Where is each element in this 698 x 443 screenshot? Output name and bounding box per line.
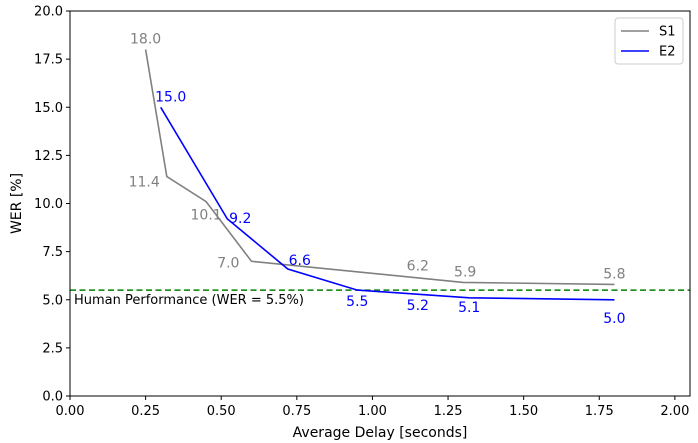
data-label-e2: 5.0 [603,311,625,327]
x-tick-label: 0.00 [56,404,85,419]
legend-box [614,17,684,65]
human-performance-label: Human Performance (WER = 5.5%) [74,293,304,308]
series-line-s1 [144,49,615,286]
y-axis-label: WER [%] [9,173,25,234]
y-tick-label: 2.5 [42,341,63,356]
x-tick-label: 0.25 [131,404,160,419]
data-label-e2: 5.2 [407,298,429,314]
x-tick-label: 0.50 [207,404,236,419]
x-tick-label: 2.00 [660,404,689,419]
x-axis-ticks: 0.00 0.25 0.50 0.75 1.00 1.25 1.50 1.75 2.00 [56,396,689,419]
data-label-e2: 15.0 [155,89,186,105]
data-label-e2: 5.1 [458,300,480,316]
series-line-e2 [160,106,615,301]
y-tick-label: 7.5 [42,245,63,260]
x-tick-label: 1.50 [509,404,538,419]
data-label-s1: 5.8 [603,266,625,282]
data-label-e2: 5.5 [346,294,368,310]
data-label-s1: 5.9 [454,264,476,280]
chart-marks: Human Performance (WER = 5.5%) 18.0 11.4 10… [70,32,690,327]
data-label-s1: 11.4 [129,175,160,191]
data-label-e2: 9.2 [229,211,251,227]
data-label-s1: 10.1 [191,208,222,224]
y-tick-label: 20.0 [34,5,63,20]
y-tick-label: 17.5 [34,53,63,68]
y-tick-label: 10.0 [34,197,63,212]
plot-area [70,11,690,396]
x-axis-label: Average Delay [seconds] [293,425,468,441]
data-label-s1: 6.2 [407,259,429,275]
x-tick-label: 0.75 [282,404,311,419]
y-tick-label: 0.0 [42,390,63,405]
x-tick-label: 1.25 [434,404,463,419]
y-axis-ticks: 0.0 2.5 5.0 7.5 10.0 12.5 15.0 17.5 20.0 [34,5,70,405]
data-label-s1: 18.0 [130,32,161,48]
y-tick-label: 5.0 [42,293,63,308]
data-label-s1: 7.0 [217,255,239,271]
x-tick-label: 1.00 [358,404,387,419]
x-tick-label: 1.75 [585,404,614,419]
data-label-e2: 6.6 [289,253,311,269]
y-tick-label: 15.0 [34,101,63,116]
legend-label-e2: E2 [659,45,676,60]
y-tick-label: 12.5 [34,149,63,164]
legend-label-s1: S1 [659,25,676,40]
